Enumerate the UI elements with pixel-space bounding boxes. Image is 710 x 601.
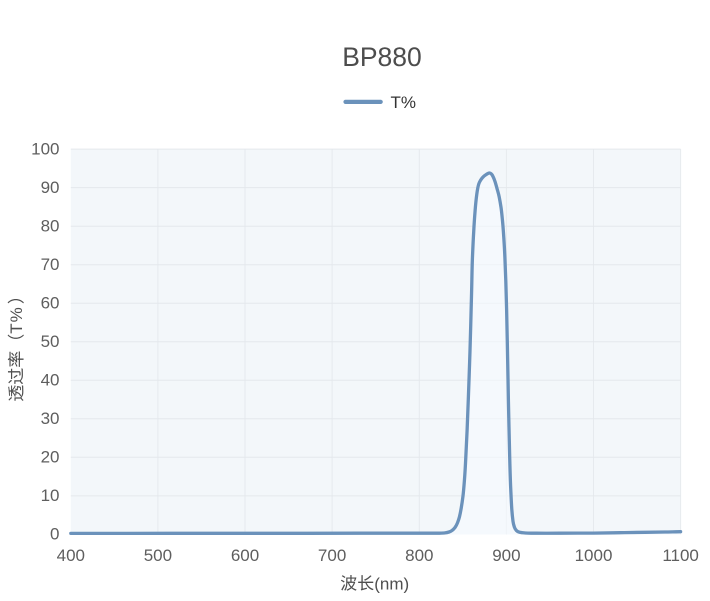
svg-text:700: 700 (318, 546, 346, 565)
svg-text:80: 80 (41, 216, 60, 235)
svg-text:50: 50 (41, 332, 60, 351)
svg-text:20: 20 (41, 448, 60, 467)
svg-text:400: 400 (57, 546, 85, 565)
svg-text:0: 0 (50, 525, 59, 544)
svg-text:BP880: BP880 (342, 42, 422, 72)
svg-text:100: 100 (31, 139, 59, 158)
svg-text:500: 500 (144, 546, 172, 565)
svg-text:T%: T% (391, 93, 417, 112)
svg-text:1000: 1000 (575, 546, 613, 565)
svg-text:90: 90 (41, 178, 60, 197)
svg-text:60: 60 (41, 293, 60, 312)
svg-text:1100: 1100 (662, 546, 699, 565)
svg-text:(nm): (nm) (374, 574, 409, 593)
svg-text:70: 70 (41, 255, 60, 274)
svg-text:900: 900 (492, 546, 520, 565)
svg-text:30: 30 (41, 409, 60, 428)
svg-text:T%: T% (7, 306, 26, 334)
svg-text:600: 600 (231, 546, 259, 565)
svg-text:800: 800 (405, 546, 433, 565)
svg-text:40: 40 (41, 371, 60, 390)
svg-text:10: 10 (41, 486, 60, 505)
